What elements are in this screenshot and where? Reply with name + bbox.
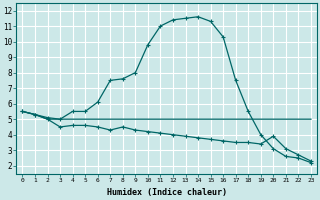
X-axis label: Humidex (Indice chaleur): Humidex (Indice chaleur) (107, 188, 227, 197)
